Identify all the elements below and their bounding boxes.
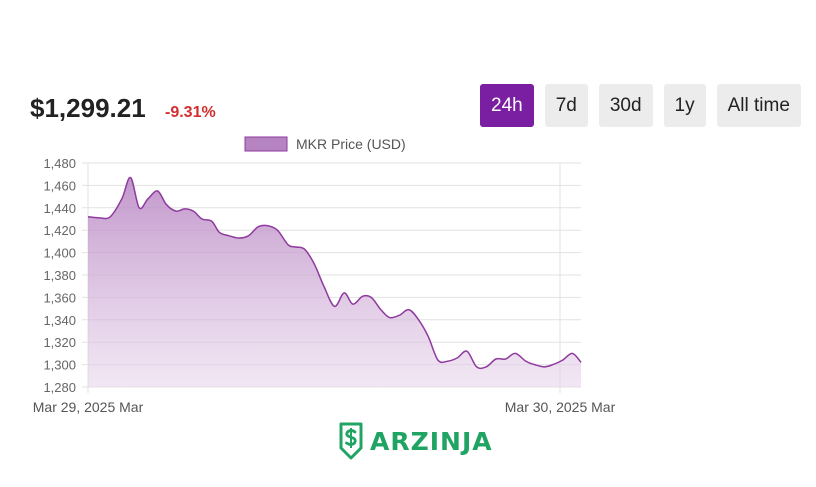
- price-area: [88, 177, 581, 387]
- tab-24h[interactable]: 24h: [480, 84, 534, 127]
- y-tick-label: 1,480: [43, 156, 76, 171]
- arzinja-logo: ARZINJA: [338, 422, 493, 460]
- time-range-tabs: 24h 7d 30d 1y All time: [480, 84, 801, 127]
- y-tick-label: 1,320: [43, 335, 76, 350]
- x-tick-label: Mar 30, 2025 Mar: [505, 399, 616, 415]
- tab-all-time[interactable]: All time: [716, 84, 801, 127]
- x-tick-label: Mar 29, 2025 Mar: [33, 399, 144, 415]
- current-price: $1,299.21: [30, 93, 146, 123]
- x-axis: Mar 29, 2025 Mar Mar 30, 2025 Mar: [33, 399, 616, 415]
- y-tick-label: 1,400: [43, 246, 76, 261]
- y-tick-label: 1,280: [43, 380, 76, 395]
- y-axis: 1,280 1,300 1,320 1,340 1,360 1,380 1,400 1,420…: [43, 156, 76, 395]
- y-tick-label: 1,340: [43, 313, 76, 328]
- price-change-badge: -9.31%: [165, 104, 216, 121]
- price-line: [87, 176, 582, 370]
- tab-1y[interactable]: 1y: [663, 84, 706, 127]
- legend-label: MKR Price (USD): [296, 136, 406, 152]
- y-tick-label: 1,420: [43, 223, 76, 238]
- chart-legend: MKR Price (USD): [244, 136, 406, 152]
- y-tick-label: 1,380: [43, 268, 76, 283]
- price-chart: MKR Price (USD) 1,280 1,300 1,320 1,340 1,36…: [33, 136, 616, 415]
- shield-dollar-icon: [339, 422, 363, 460]
- y-tick-label: 1,300: [43, 358, 76, 373]
- legend-swatch: [244, 136, 288, 152]
- y-tick-label: 1,360: [43, 290, 76, 305]
- y-tick-label: 1,440: [43, 201, 76, 216]
- y-tick-label: 1,460: [43, 178, 76, 193]
- tab-7d[interactable]: 7d: [544, 84, 588, 127]
- tab-30d[interactable]: 30d: [598, 84, 653, 127]
